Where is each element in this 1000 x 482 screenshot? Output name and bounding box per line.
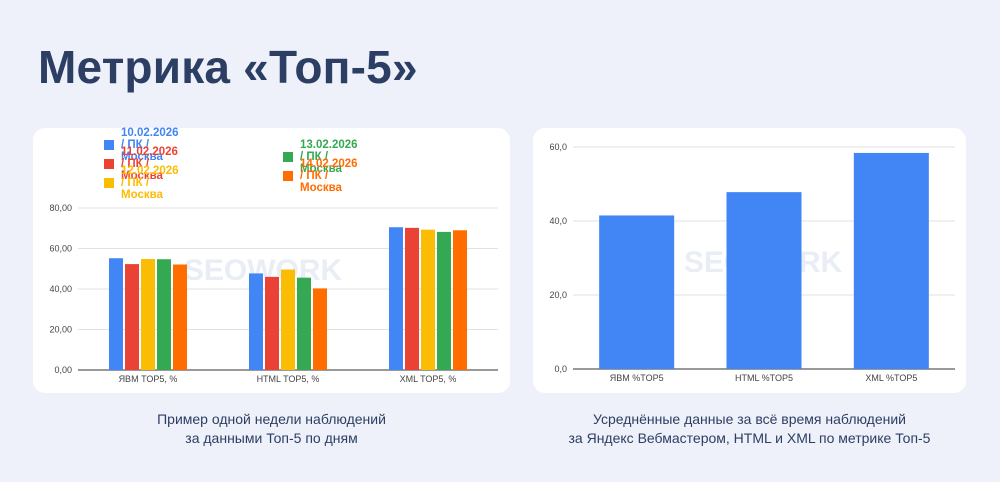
y-tick-label: 80,00 [49, 203, 72, 213]
daily-bar [109, 258, 123, 370]
caption-line: Усреднённые данные за всё время наблюден… [592, 411, 907, 427]
legend-swatch [104, 159, 114, 169]
x-category-label: ЯВМ %TOP5 [610, 373, 664, 383]
daily-bar [141, 259, 155, 370]
legend-swatch [104, 178, 114, 188]
legend-swatch [283, 171, 293, 181]
average-bar [726, 192, 802, 369]
legend-label: 11.02.2026 / ПК / Москва [121, 146, 178, 182]
legend-item: 13.02.2026 / ПК / Москва [283, 139, 358, 175]
daily-top5-chart: SEOWORK 0,00 20,00 40,00 60,00 80,00 ЯВМ TOP5,… [49, 203, 498, 384]
y-tick-label: 40,0 [549, 216, 567, 226]
legend-label: 10.02.2026 / ПК / Москва [121, 127, 179, 163]
legend-item: 14.02.2026 / ПК / Москва [283, 158, 358, 194]
legend-label: 13.02.2026 / ПК / Москва [300, 139, 358, 175]
daily-bar [125, 264, 139, 370]
legend-item: 10.02.2026 / ПК / Москва [104, 127, 179, 163]
legend-swatch [104, 140, 114, 150]
legend-swatch [283, 152, 293, 162]
left-chart-caption: Пример одной недели наблюдений за данным… [33, 410, 510, 448]
x-category-label: XML TOP5, % [400, 374, 457, 384]
x-category-label: HTML TOP5, % [257, 374, 320, 384]
y-tick-label: 60,00 [49, 244, 72, 254]
y-tick-label: 0,00 [54, 365, 72, 375]
daily-bar [389, 227, 403, 370]
average-bar [599, 215, 675, 369]
watermark-text: SEOWORK [184, 254, 343, 287]
y-tick-label: 40,00 [49, 284, 72, 294]
daily-bar [173, 264, 187, 370]
daily-bar [421, 229, 435, 370]
daily-bar [313, 288, 327, 370]
caption-line: Пример одной недели наблюдений [157, 411, 386, 427]
legend-label: 12.02.2026 / ПК / Москва [121, 165, 179, 201]
daily-bar [437, 231, 451, 370]
x-category-label: XML %TOP5 [865, 373, 917, 383]
y-tick-label: 20,00 [49, 325, 72, 335]
daily-bar [453, 230, 467, 370]
daily-top5-chart-card: SEOWORK 0,00 20,00 40,00 60,00 80,00 ЯВМ TOP5,… [33, 127, 510, 393]
average-bar [853, 152, 929, 369]
daily-bar [405, 227, 419, 370]
caption-line: за Яндекс Вебмастером, HTML и XML по мет… [568, 430, 931, 446]
right-chart-caption: Усреднённые данные за всё время наблюден… [533, 410, 966, 448]
daily-bar [249, 273, 263, 370]
legend-item: 12.02.2026 / ПК / Москва [104, 165, 179, 201]
y-tick-label: 0,0 [554, 364, 567, 374]
legend-item: 11.02.2026 / ПК / Москва [104, 146, 178, 182]
y-tick-label: 20,0 [549, 290, 567, 300]
caption-line: за данными Топ-5 по дням [185, 430, 358, 446]
daily-bar [157, 259, 171, 370]
page-title: Метрика «Топ-5» [38, 41, 418, 93]
x-category-label: ЯВМ TOP5, % [119, 374, 178, 384]
daily-bar [265, 276, 279, 370]
x-category-label: HTML %TOP5 [735, 373, 793, 383]
daily-bar [281, 269, 295, 370]
y-tick-label: 60,0 [549, 142, 567, 152]
daily-bar [297, 277, 311, 370]
legend-label: 14.02.2026 / ПК / Москва [300, 158, 358, 194]
